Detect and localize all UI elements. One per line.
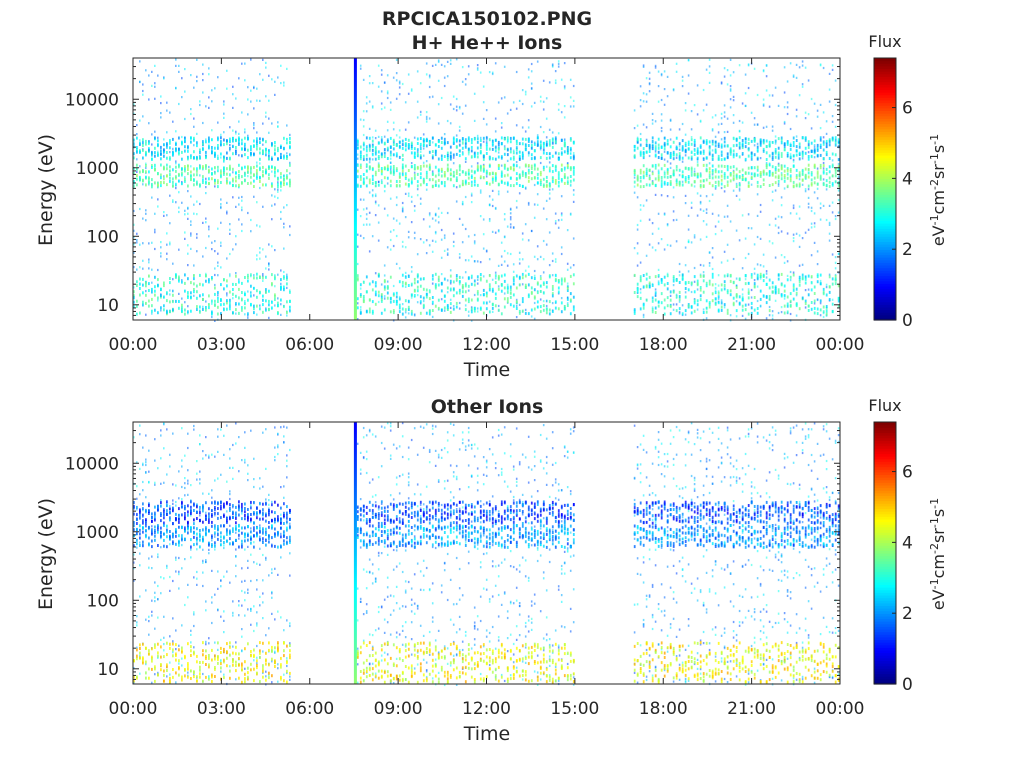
figure-title: RPCICA150102.PNG	[382, 8, 592, 30]
y-tick-label: 10000	[65, 454, 119, 474]
x-tick-label: 03:00	[197, 335, 246, 355]
x-tick-label: 21:00	[727, 699, 776, 719]
colorbar-tick-label: 2	[902, 604, 913, 624]
x-tick-label: 00:00	[816, 699, 865, 719]
flux-pixels	[133, 58, 840, 322]
colorbar-tick-label: 6	[902, 463, 913, 483]
flux-pixels	[133, 422, 840, 687]
y-tick-label: 10	[97, 660, 119, 680]
x-tick-label: 06:00	[285, 335, 334, 355]
y-axis-label: Energy (eV)	[35, 498, 57, 610]
colorbar-tick-label: 6	[902, 99, 913, 119]
x-tick-label: 00:00	[109, 335, 158, 355]
x-tick-label: 09:00	[374, 335, 423, 355]
spectrogram-plot	[133, 422, 840, 687]
colorbar-title: Flux	[868, 396, 901, 415]
x-tick-label: 18:00	[639, 699, 688, 719]
y-axis-label: Energy (eV)	[35, 134, 57, 246]
panel-title: Other Ions	[431, 396, 544, 418]
x-tick-label: 03:00	[197, 699, 246, 719]
colorbar-tick-label: 2	[902, 240, 913, 260]
y-tick-label: 10000	[65, 90, 119, 110]
x-axis-label: Time	[463, 723, 511, 745]
colorbar-units-label: eV-1cm-2sr-1s-1	[928, 134, 949, 246]
colorbar-tick-label: 0	[902, 675, 913, 695]
colorbar-units-label: eV-1cm-2sr-1s-1	[928, 498, 949, 610]
y-tick-label: 10	[97, 296, 119, 316]
x-tick-label: 12:00	[462, 335, 511, 355]
burst-column	[353, 58, 357, 320]
y-tick-label: 100	[87, 591, 119, 611]
colorbar-frame	[873, 421, 897, 685]
panel-title: H+ He++ Ions	[412, 32, 563, 54]
axes: 00:00 03:00 06:00 09:00 12:00 15:00 18:00 21:00…	[65, 57, 865, 355]
x-tick-label: 15:00	[550, 699, 599, 719]
x-tick-label: 00:00	[816, 335, 865, 355]
colorbar: 0 2 4 6	[873, 421, 913, 695]
colorbar-frame	[873, 57, 897, 321]
x-tick-label: 18:00	[639, 335, 688, 355]
y-tick-label: 1000	[76, 523, 119, 543]
colorbar-tick-label: 0	[902, 311, 913, 331]
axes: 00:00 03:00 06:00 09:00 12:00 15:00 18:00 21:00…	[65, 421, 865, 719]
panel-h-he-ions: H+ He++ Ions 00:00 03:00 06:00 09:00 12:00 15…	[35, 32, 948, 381]
x-tick-label: 09:00	[374, 699, 423, 719]
y-tick-label: 100	[87, 227, 119, 247]
panel-other-ions: Other Ions 00:00 03:00 06:00 09:00 12:00 15:0…	[35, 396, 948, 745]
spectrogram-plot	[133, 58, 840, 322]
colorbar-tick-label: 4	[902, 169, 913, 189]
burst-column	[353, 422, 357, 684]
x-tick-label: 06:00	[285, 699, 334, 719]
y-tick-label: 1000	[76, 159, 119, 179]
colorbar-tick-label: 4	[902, 533, 913, 553]
x-tick-label: 15:00	[550, 335, 599, 355]
colorbar: 0 2 4 6	[873, 57, 913, 331]
x-tick-label: 12:00	[462, 699, 511, 719]
colorbar-title: Flux	[868, 32, 901, 51]
x-tick-label: 00:00	[109, 699, 158, 719]
x-tick-label: 21:00	[727, 335, 776, 355]
x-axis-label: Time	[463, 359, 511, 381]
